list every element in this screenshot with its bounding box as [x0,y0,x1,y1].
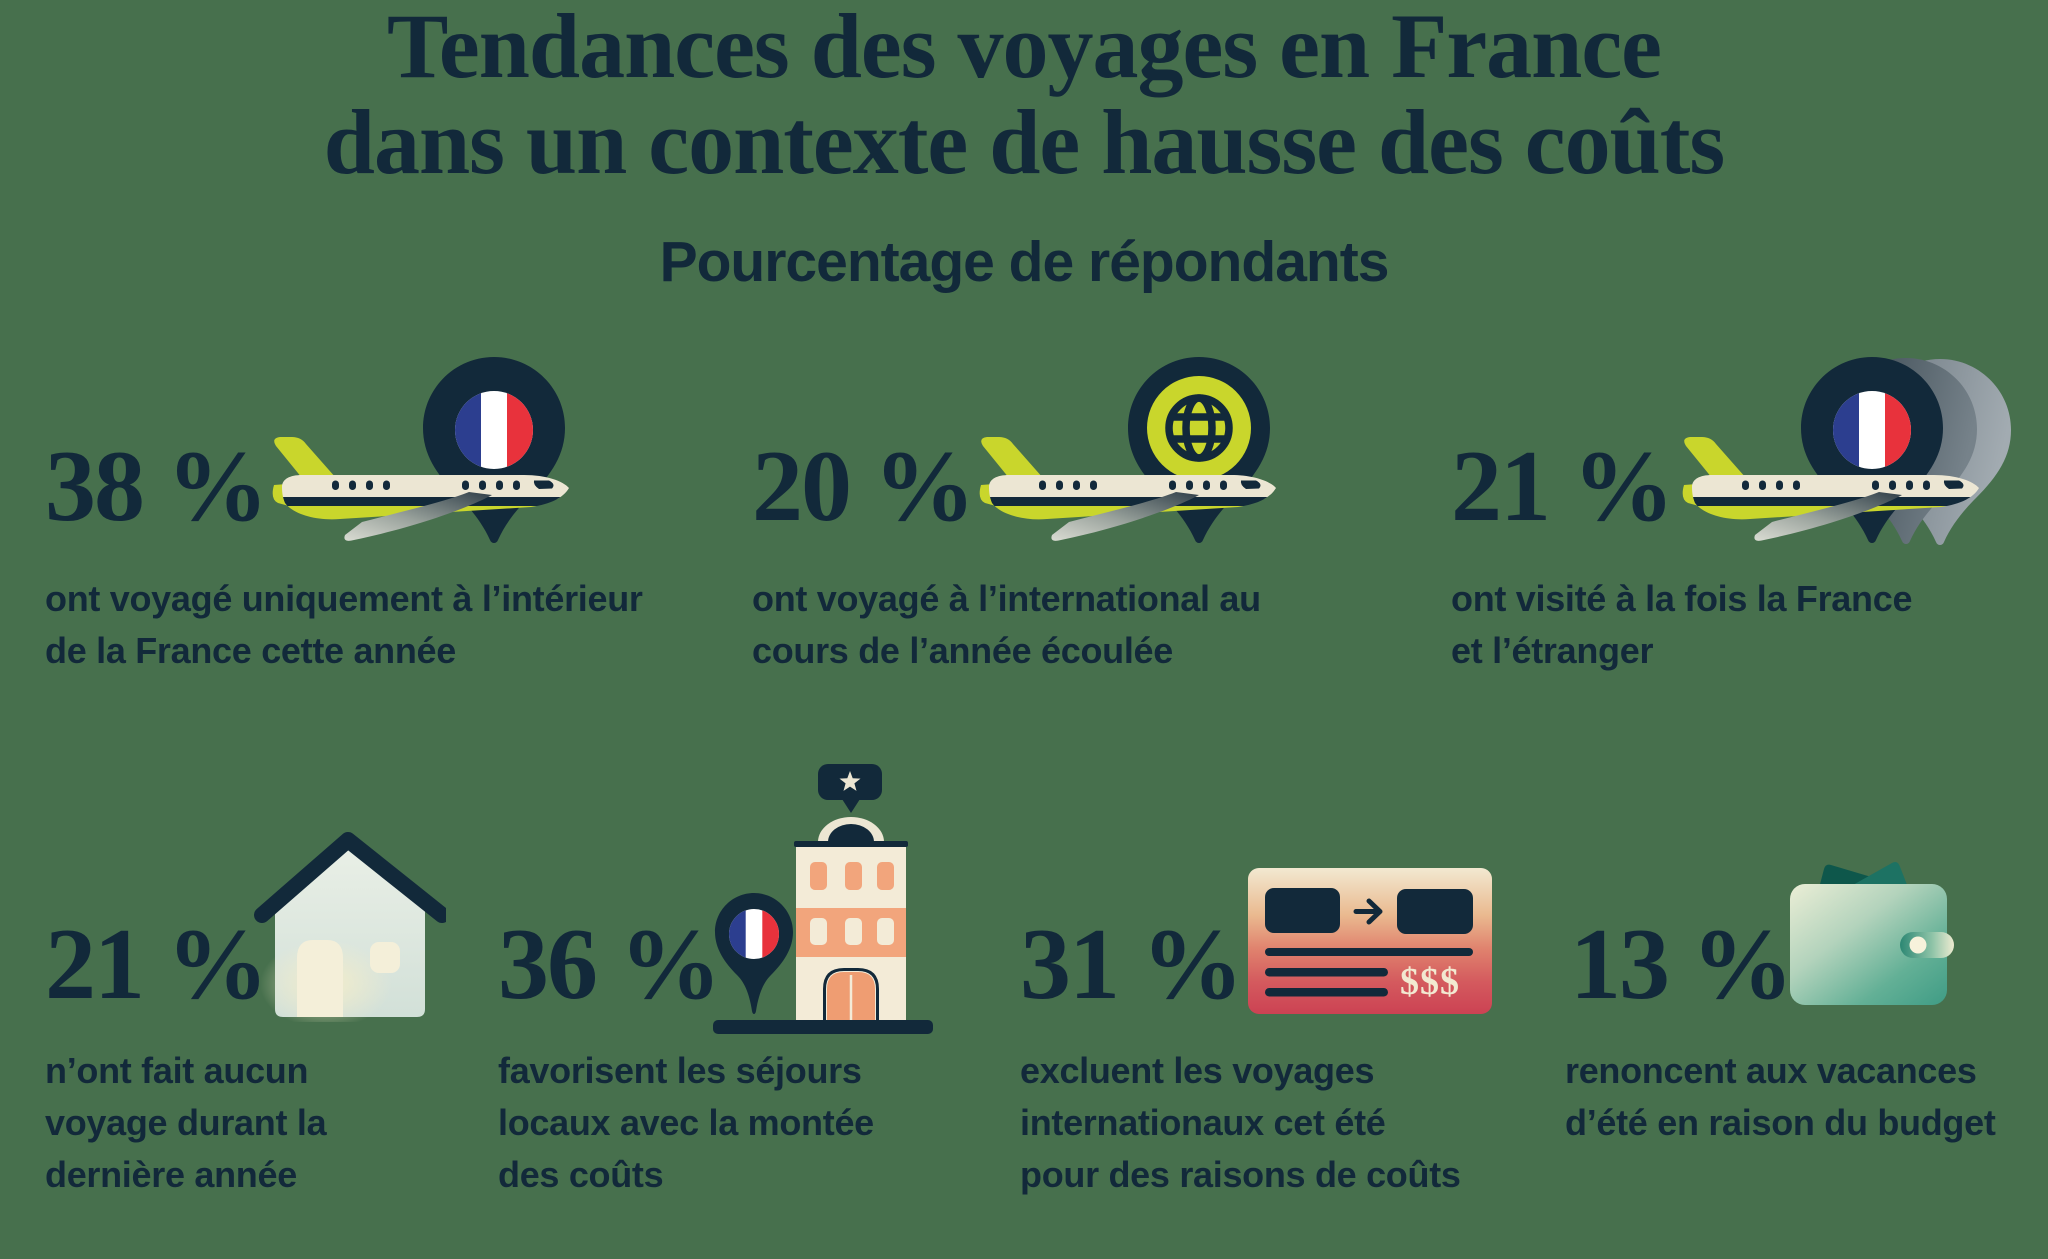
ticket-icon: $$$ [1248,868,1492,1014]
stat-local-stays-value: 36 % [498,908,721,1021]
airplane-icon [272,437,569,541]
stat-local-stays-description: favorisent les séjours locaux avec la mo… [498,1050,874,1195]
star-icon [839,771,861,791]
wallet-clasp [1900,932,1954,958]
base [713,1020,933,1034]
title-line-1: Tendances des voyages en France [386,0,1662,97]
stat-forgo-summer-description: renoncent aux vacances d’été en raison d… [1565,1050,1996,1143]
departure-box [1265,888,1340,933]
house-icon [254,832,446,1022]
clasp-button [1909,936,1927,954]
globe-icon [1165,394,1233,462]
roof [254,832,446,923]
stat-no-travel-description: n’ont fait aucun voyage durant la derniè… [45,1050,327,1195]
arrow-right-icon [1353,898,1383,925]
dollar-signs: $$$ [1400,961,1460,1003]
window [370,942,400,973]
stat-international-value: 20 % [752,430,975,543]
stat-exclude-international-description: excluent les voyages internationaux cet … [1020,1050,1461,1195]
airplane-icon [1682,437,1979,541]
stat-exclude-international-value: 31 % [1020,908,1243,1021]
stat-france-only-value: 38 % [45,430,268,543]
title-line-2: dans un contexte de hausse des coûts [323,91,1725,193]
stat-france-and-abroad-value: 21 % [1451,430,1674,543]
airplane-icon [979,437,1276,541]
wallet-body [1790,884,1947,1005]
page-title: Tendances des voyages en France dans un … [0,0,2048,190]
wallet-icon [1790,861,1954,1005]
stat-forgo-summer-value: 13 % [1570,908,1793,1021]
stat-france-and-abroad-description: ont visité à la fois la France et l’étra… [1451,578,1913,671]
card-right [1844,861,1909,890]
door [297,940,343,1017]
arrival-box [1397,889,1473,934]
page-subtitle: Pourcentage de répondants [659,230,1390,294]
stat-international-description: ont voyagé à l’international au cours de… [752,578,1261,671]
stat-no-travel-value: 21 % [45,908,268,1021]
location-pin-icon [715,893,793,1014]
hotel-icon [713,764,933,1034]
stat-france-only-description: ont voyagé uniquement à l’intérieur de l… [45,578,643,671]
